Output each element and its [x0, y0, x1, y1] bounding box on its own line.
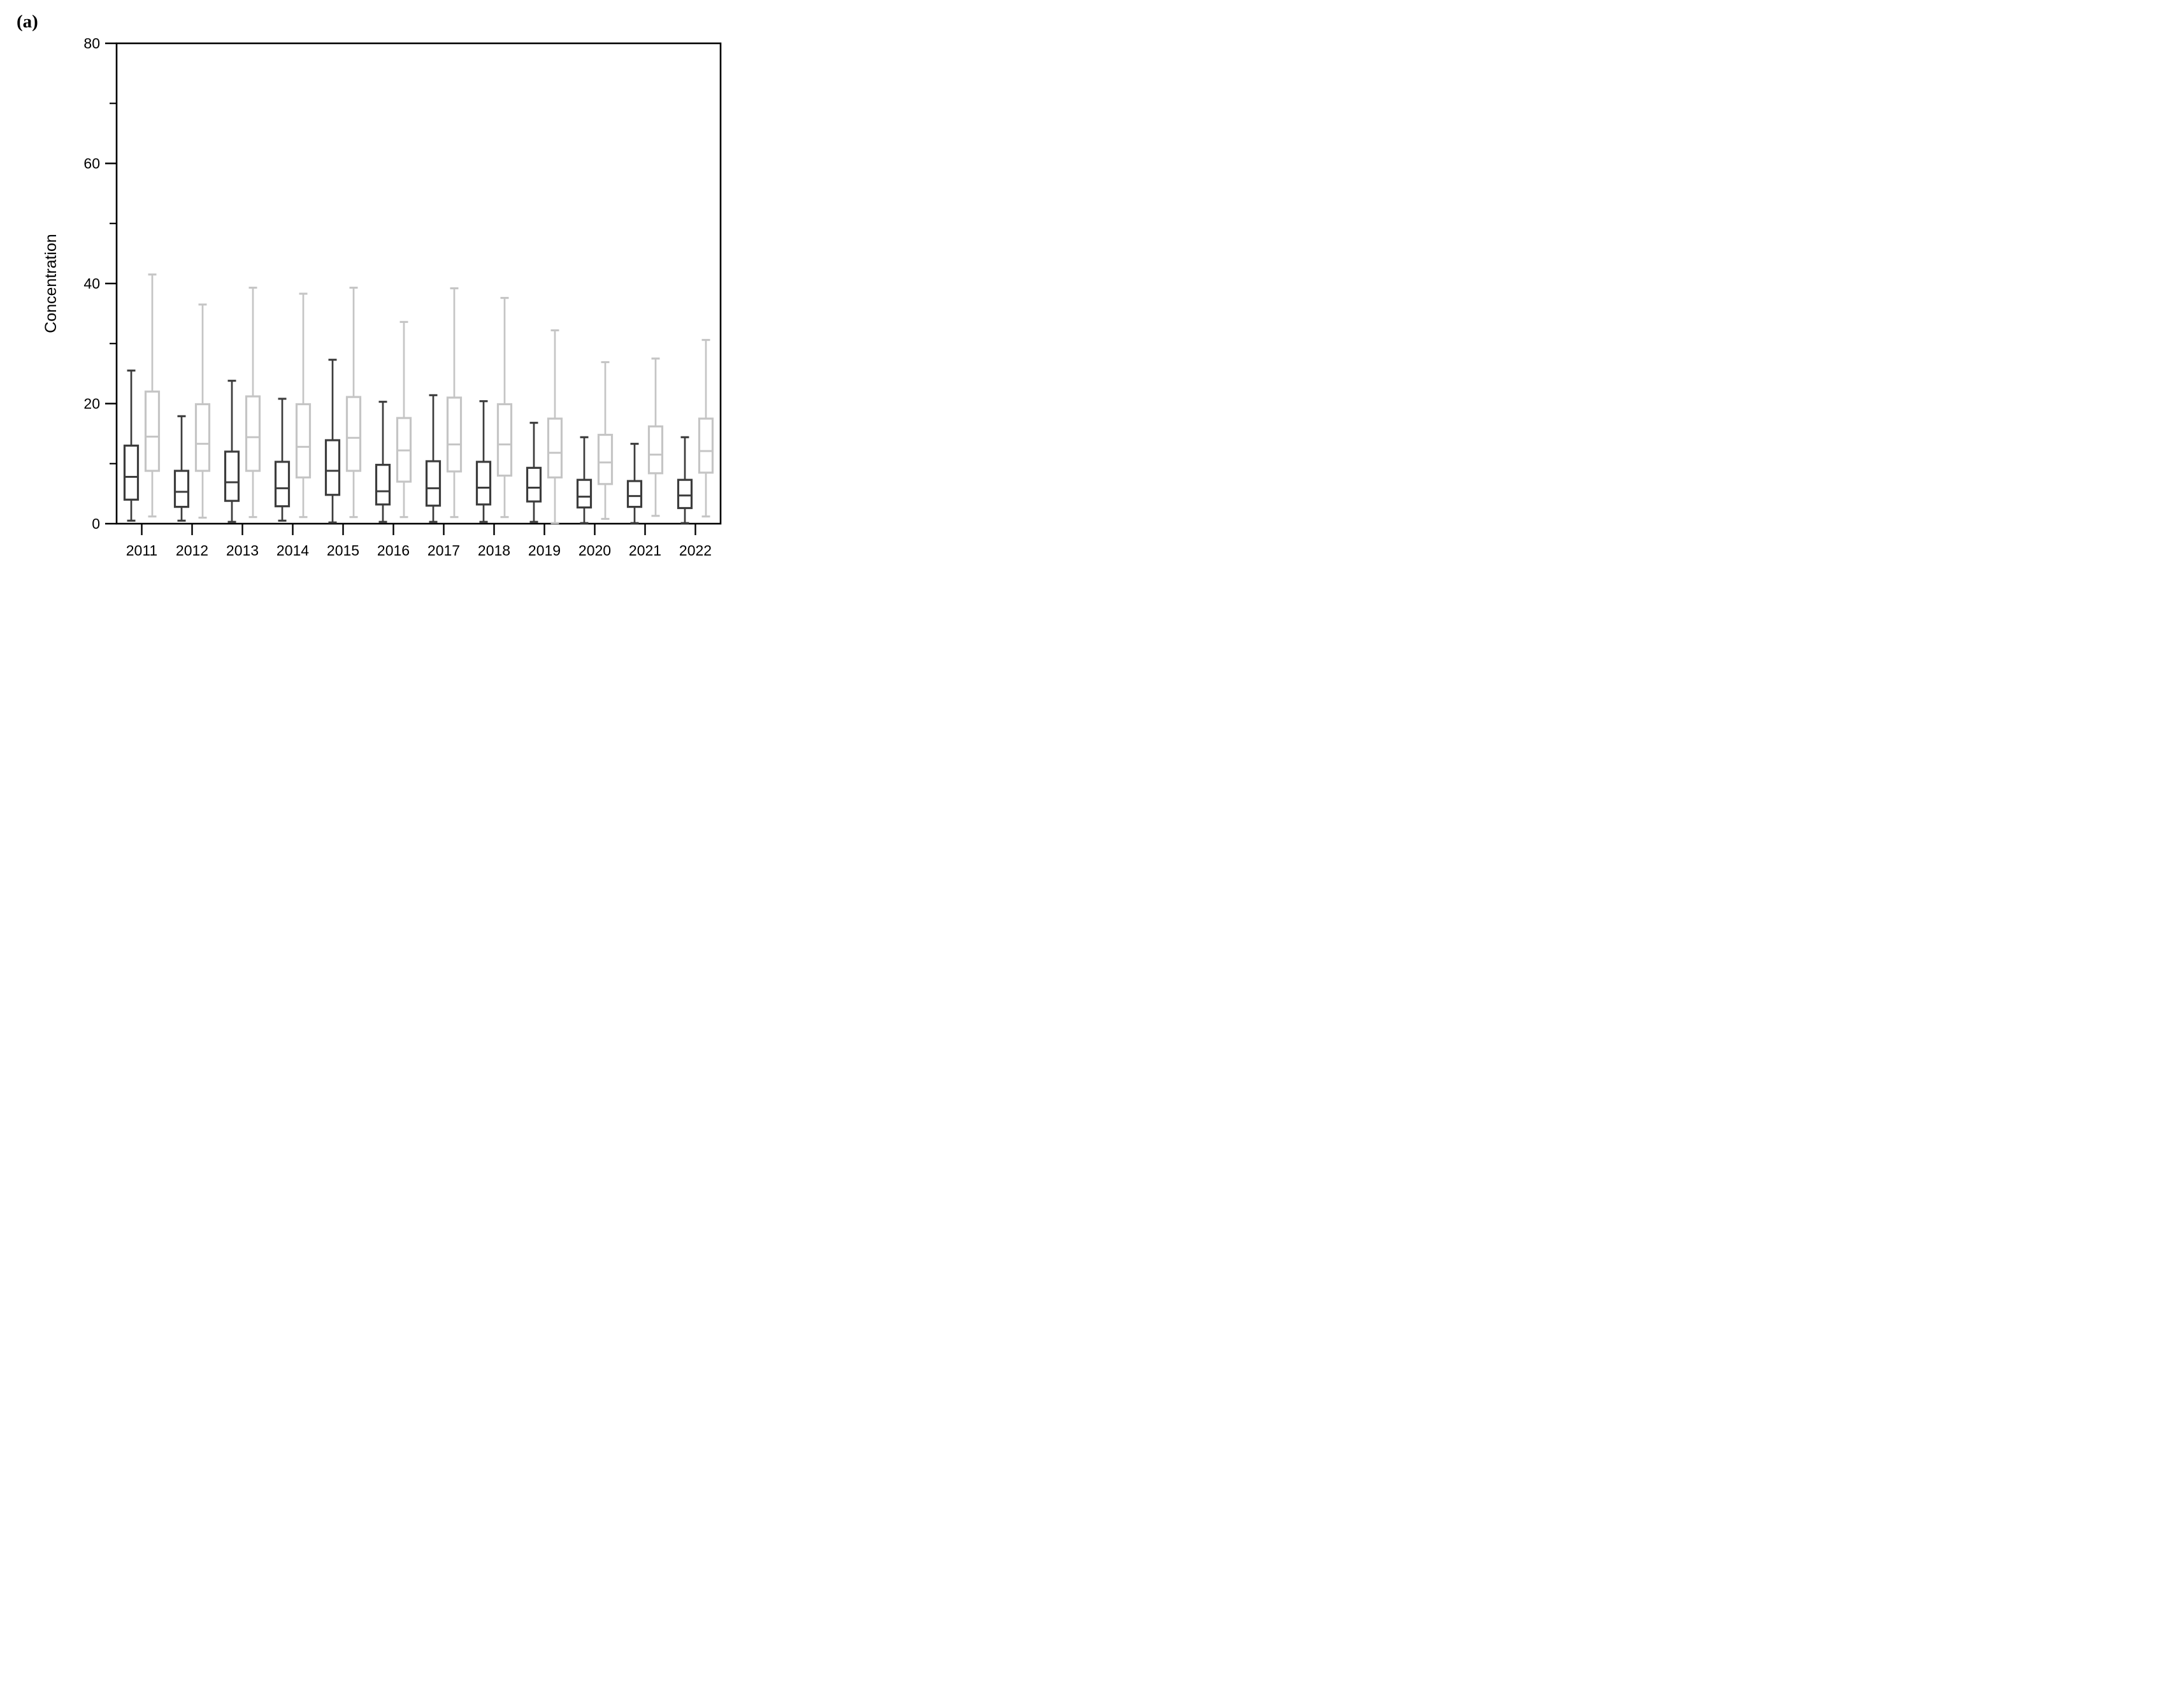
box-dark-2012 [173, 470, 190, 508]
y-tick-label: 60 [83, 155, 100, 172]
x-tick-label: 2022 [679, 542, 712, 559]
box-dark-2013 [224, 450, 240, 502]
box-light-2015 [345, 396, 362, 472]
box-dark-2022 [677, 478, 693, 510]
x-tick-label: 2013 [226, 542, 259, 559]
box-light-2013 [245, 395, 261, 472]
x-tick-label: 2014 [277, 542, 309, 559]
box-light-2018 [496, 403, 513, 477]
x-tick-label: 2019 [528, 542, 561, 559]
x-tick-label: 2016 [377, 542, 410, 559]
box-light-2020 [597, 433, 614, 485]
panel-label: (a) [17, 11, 38, 32]
boxplot-chart: 0 20 40 60 80 Concentration 2011 2012 2013 2014 20… [42, 35, 722, 559]
box-light-2012 [194, 403, 211, 472]
box-dark-2019 [526, 466, 542, 503]
box-light-2021 [647, 425, 664, 475]
x-tick-label: 2017 [427, 542, 460, 559]
y-tick-label: 0 [92, 515, 100, 532]
x-tick-label: 2020 [578, 542, 611, 559]
box-light-2017 [446, 396, 463, 473]
x-tick-label: 2018 [478, 542, 510, 559]
box-dark-2011 [123, 444, 140, 501]
y-axis-title: Concentration [42, 234, 60, 333]
y-tick-label: 20 [83, 396, 100, 412]
y-tick-label: 40 [83, 275, 100, 292]
box-dark-2018 [475, 461, 492, 506]
x-tick-label: 2011 [126, 542, 157, 559]
box-dark-2021 [626, 480, 643, 508]
x-tick-label: 2012 [176, 542, 208, 559]
box-light-2019 [547, 417, 563, 479]
figure-panel: (a) 0 20 40 60 80 Concentration 2011 2012 2013 20… [0, 0, 726, 570]
x-tick-label: 2015 [327, 542, 359, 559]
box-light-2014 [295, 403, 312, 479]
box-dark-2014 [274, 461, 291, 508]
box-light-2022 [698, 417, 714, 474]
box-light-2011 [144, 391, 161, 472]
x-tick-label: 2021 [629, 542, 661, 559]
box-dark-2017 [425, 460, 442, 507]
y-tick-label: 80 [83, 35, 100, 52]
box-dark-2015 [324, 439, 341, 496]
box-dark-2016 [375, 464, 391, 506]
box-dark-2020 [576, 478, 593, 509]
